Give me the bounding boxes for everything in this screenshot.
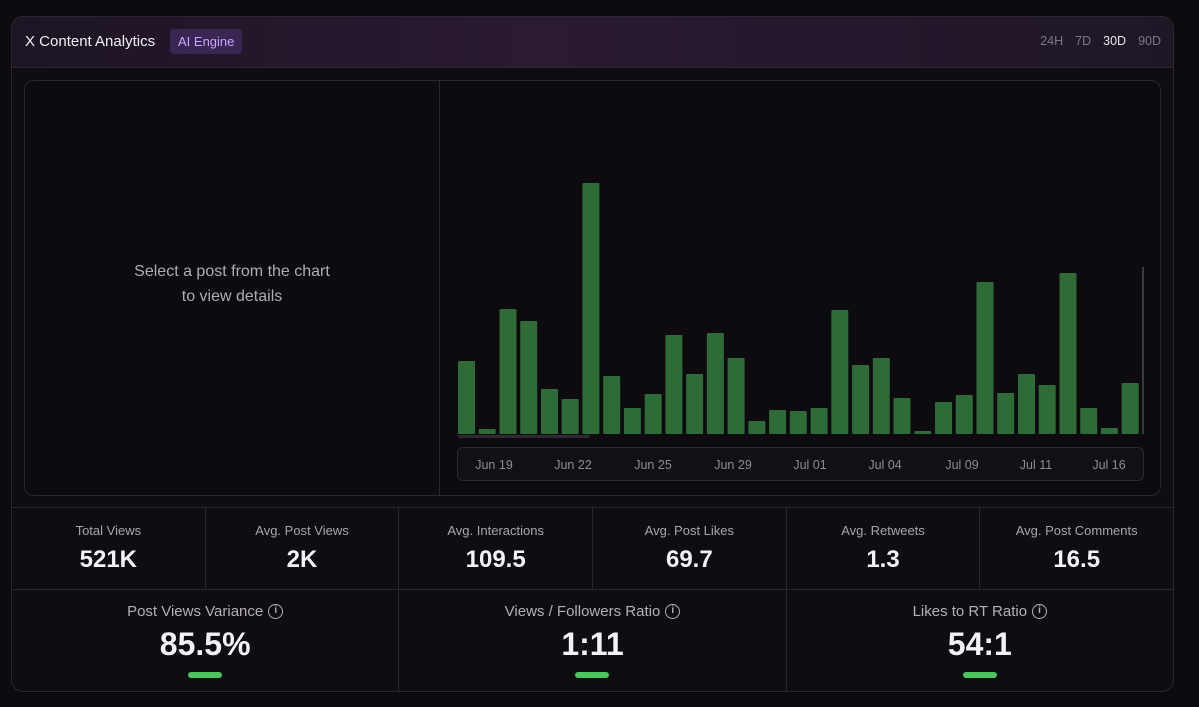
stat-label: Avg. Post Views xyxy=(255,523,349,538)
chart-bar[interactable] xyxy=(852,365,870,434)
post-detail-pane: Select a post from the chart to view det… xyxy=(25,81,440,495)
stat-value: 16.5 xyxy=(1053,546,1101,573)
chart-bar[interactable] xyxy=(499,309,517,434)
chart-bar[interactable] xyxy=(1038,385,1056,434)
chart-bar[interactable] xyxy=(976,282,994,434)
stat-label: Avg. Interactions xyxy=(447,523,544,538)
chart-bar[interactable] xyxy=(582,183,600,434)
ratio-likes-to-rt: Likes to RT Ratio i 54:1 xyxy=(787,590,1173,691)
chart-bar[interactable] xyxy=(644,394,662,434)
x-tick-label: Jun 29 xyxy=(714,458,752,472)
chart-bar[interactable] xyxy=(893,398,911,434)
stat-value: 521K xyxy=(79,546,138,573)
chart-bar[interactable] xyxy=(810,408,828,434)
x-tick-label: Jun 19 xyxy=(475,458,513,472)
analytics-card: X Content Analytics AI Engine 24H 7D 30D… xyxy=(11,16,1174,692)
chart-bar[interactable] xyxy=(478,429,496,434)
range-90d[interactable]: 90D xyxy=(1138,34,1161,48)
chart-bar[interactable] xyxy=(789,411,807,434)
stat-avg-post-comments: Avg. Post Comments 16.5 xyxy=(980,508,1173,589)
chart-bar[interactable] xyxy=(623,408,641,434)
ratio-value: 1:11 xyxy=(561,626,624,662)
chart-bar[interactable] xyxy=(769,410,787,434)
chart-bar[interactable] xyxy=(1100,428,1118,434)
ratio-value: 85.5% xyxy=(159,626,251,662)
x-tick-label: Jul 11 xyxy=(1019,458,1053,472)
stat-value: 109.5 xyxy=(465,546,526,573)
chart-bar[interactable] xyxy=(686,374,704,434)
chart-bar[interactable] xyxy=(872,358,890,434)
chart-svg xyxy=(458,183,1144,438)
chart-bar[interactable] xyxy=(1080,408,1098,434)
stats-row: Total Views 521K Avg. Post Views 2K Avg.… xyxy=(12,507,1173,590)
chart-bar[interactable] xyxy=(997,393,1015,434)
ratio-label: Post Views Variance xyxy=(127,603,264,620)
empty-state-line-1: Select a post from the chart xyxy=(134,263,330,280)
chart-bar[interactable] xyxy=(831,310,849,434)
ratio-label: Views / Followers Ratio xyxy=(504,603,661,620)
chart-bar[interactable] xyxy=(727,358,745,434)
chart-bar[interactable] xyxy=(520,321,538,434)
stat-value: 1.3 xyxy=(866,546,900,573)
x-tick-label: Jun 25 xyxy=(634,458,672,472)
ratio-label: Likes to RT Ratio xyxy=(912,603,1028,620)
ai-engine-badge: AI Engine xyxy=(170,29,243,54)
ratio-views-followers: Views / Followers Ratio i 1:11 xyxy=(399,590,787,691)
stat-avg-interactions: Avg. Interactions 109.5 xyxy=(399,508,594,589)
stat-label: Avg. Post Comments xyxy=(1015,523,1138,538)
chart-bar[interactable] xyxy=(1018,374,1035,434)
chart-panel: Select a post from the chart to view det… xyxy=(24,80,1161,496)
status-indicator-bar xyxy=(962,672,997,678)
stat-total-views: Total Views 521K xyxy=(12,508,206,589)
chart-bar[interactable] xyxy=(665,335,683,434)
time-range-selector: 24H 7D 30D 90D xyxy=(1040,34,1161,48)
stat-avg-post-likes: Avg. Post Likes 69.7 xyxy=(593,508,787,589)
range-7d[interactable]: 7D xyxy=(1075,34,1092,48)
range-30d[interactable]: 30D xyxy=(1103,34,1127,48)
range-24h[interactable]: 24H xyxy=(1040,34,1064,48)
chart-scroll-indicator[interactable] xyxy=(458,435,590,438)
chart-bar[interactable] xyxy=(561,399,579,434)
chart-bar[interactable] xyxy=(541,389,558,434)
chart-bar[interactable] xyxy=(1059,273,1077,434)
stat-label: Avg. Retweets xyxy=(841,523,925,538)
stat-value: 69.7 xyxy=(665,546,713,573)
x-tick-label: Jul 01 xyxy=(793,458,827,472)
chart-bar[interactable] xyxy=(603,376,621,434)
header: X Content Analytics AI Engine 24H 7D 30D… xyxy=(12,17,1173,68)
chart-bar[interactable] xyxy=(748,421,766,434)
stat-value: 2K xyxy=(286,546,318,573)
stat-label: Avg. Post Likes xyxy=(644,523,735,538)
status-indicator-bar xyxy=(188,672,223,678)
ratio-post-views-variance: Post Views Variance i 85.5% xyxy=(12,590,400,691)
chart-bar[interactable] xyxy=(706,333,724,434)
page-title: X Content Analytics xyxy=(25,33,156,50)
x-tick-label: Jun 22 xyxy=(554,458,592,472)
posts-bar-chart: Jun 19 Jun 22 Jun 25 Jun 29 Jul 01 Jul 04 Jul … xyxy=(441,81,1162,495)
stat-avg-post-views: Avg. Post Views 2K xyxy=(206,508,400,589)
info-icon[interactable]: i xyxy=(665,604,681,619)
info-icon[interactable]: i xyxy=(1032,604,1048,619)
ratio-value: 54:1 xyxy=(947,626,1012,662)
info-icon[interactable]: i xyxy=(268,604,284,619)
ratios-row: Post Views Variance i 85.5% Views / Foll… xyxy=(12,590,1173,691)
empty-state-message: Select a post from the chart to view det… xyxy=(25,259,439,309)
chart-bar[interactable] xyxy=(935,402,952,434)
x-tick-label: Jul 09 xyxy=(945,458,979,472)
empty-state-line-2: to view details xyxy=(181,288,283,305)
x-tick-label: Jul 04 xyxy=(868,458,902,472)
chart-bar[interactable] xyxy=(955,395,973,434)
chart-bar[interactable] xyxy=(458,361,475,434)
status-indicator-bar xyxy=(575,672,610,678)
x-tick-label: Jul 16 xyxy=(1092,458,1126,472)
chart-bar[interactable] xyxy=(1121,383,1139,434)
stat-avg-retweets: Avg. Retweets 1.3 xyxy=(787,508,981,589)
x-axis-scrubber[interactable]: Jun 19 Jun 22 Jun 25 Jun 29 Jul 01 Jul 04 Jul … xyxy=(457,447,1144,481)
stat-label: Total Views xyxy=(75,523,142,538)
chart-bar[interactable] xyxy=(914,431,932,434)
